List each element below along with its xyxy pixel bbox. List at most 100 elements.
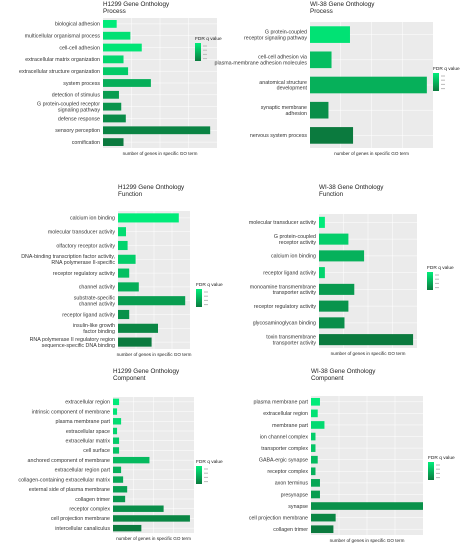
category-label: G protein-coupled receptor signaling path…: [244, 30, 307, 42]
chart-title-line: H1299 Gene Onthology: [118, 184, 185, 191]
bar: [113, 427, 118, 435]
x-axis-label: number of genes in specific GO term: [330, 538, 405, 543]
category-label: cell projection membrane: [249, 515, 308, 521]
legend-tick-label: [436, 472, 440, 474]
legend-colorbar: [427, 272, 433, 290]
bar: [103, 43, 142, 52]
bar: [113, 524, 142, 532]
category-label: glycosaminoglycan binding: [253, 321, 316, 327]
category-label: receptor regulatory activity: [53, 271, 115, 277]
category-label: intrinsic component of membrane: [32, 409, 110, 415]
bar: [310, 127, 354, 144]
bar: [113, 447, 120, 454]
bar: [118, 309, 130, 320]
bar: [311, 455, 318, 464]
legend-tick-label: [203, 49, 207, 51]
category-label: collagen trimer: [75, 497, 110, 503]
category-label: receptor complex: [267, 469, 308, 475]
bar: [113, 398, 120, 406]
x-axis-label: number of genes in specific GO term: [334, 151, 409, 156]
chart-title-line: WI-38 Gene Onthology: [319, 184, 384, 191]
bar: [113, 486, 128, 493]
category-label: extracellular space: [66, 429, 110, 435]
category-label: sensory perception: [55, 128, 100, 134]
category-label: DNA-binding transcription factor activit…: [21, 254, 115, 266]
chart-title-line: H1299 Gene Onthology: [113, 368, 180, 375]
bar: [118, 254, 136, 264]
legend-tick-label: [204, 472, 208, 474]
bar: [319, 250, 365, 262]
bar: [310, 101, 329, 119]
legend-tick-label: [204, 299, 208, 301]
panel-wi38-component: WI-38 Gene Onthology Component plasma memb…: [232, 367, 463, 547]
category-label: ion channel complex: [260, 434, 309, 440]
bar: [310, 51, 332, 69]
legend-colorbar: [196, 466, 202, 484]
bar: [311, 397, 320, 406]
bar: [103, 90, 119, 99]
chart-title-line: Function: [118, 191, 143, 198]
bar: [103, 102, 122, 111]
legend-colorbar: [196, 289, 202, 307]
legend-tick-label: [441, 79, 445, 81]
bar: [103, 20, 117, 28]
x-axis-label: number of genes in specific GO term: [116, 536, 191, 541]
bar: [113, 456, 150, 464]
chart-title-line: WI-38 Gene Onthology: [311, 368, 376, 375]
category-label: extracellular matrix organization: [25, 57, 100, 63]
category-label: defense response: [58, 116, 100, 122]
bar: [103, 126, 211, 135]
category-label: detection of stimulus: [52, 93, 101, 99]
legend-tick-label: [203, 53, 207, 55]
bar: [311, 432, 316, 441]
category-label: external side of plasma membrane: [29, 487, 110, 493]
bar: [118, 296, 186, 306]
legend-title: FDR q value: [433, 66, 460, 72]
bar: [118, 268, 130, 278]
chart-title-line: Process: [103, 8, 126, 15]
category-label: receptor complex: [69, 507, 110, 513]
category-label: anchored component of membrane: [28, 458, 110, 464]
bar: [311, 502, 423, 510]
bar: [319, 300, 349, 312]
legend-tick-label: [435, 278, 439, 280]
bar: [319, 334, 414, 346]
x-axis-label: number of genes in specific GO term: [123, 151, 198, 156]
legend-tick-label: [441, 75, 445, 77]
panel-h1299-component: H1299 Gene Onthology Component extracellul…: [0, 367, 230, 547]
bar: [103, 138, 124, 146]
bar: [310, 76, 427, 94]
legend-tick-label: [436, 468, 440, 470]
bar: [113, 437, 120, 444]
category-label: olfactory receptor activity: [56, 243, 115, 249]
bar: [113, 418, 122, 425]
bar: [118, 282, 139, 292]
chart-title-line: Function: [319, 191, 344, 198]
category-label: biological adhesion: [55, 22, 100, 28]
bar: [311, 513, 336, 522]
legend-tick-label: [441, 83, 445, 85]
legend-title: FDR q value: [428, 455, 455, 461]
bar: [311, 525, 334, 534]
legend-title: FDR q value: [195, 36, 222, 42]
category-label: transporter complex: [261, 446, 308, 452]
bar: [118, 213, 179, 223]
category-label: extracellular region part: [55, 468, 111, 474]
bar: [113, 505, 164, 512]
legend-tick-label: [204, 481, 208, 483]
legend-tick-label: [204, 476, 208, 478]
category-label: receptor ligand activity: [62, 312, 115, 318]
legend-tick-label: [435, 287, 439, 289]
bar: [113, 476, 124, 483]
bar: [311, 467, 316, 476]
bar: [103, 31, 131, 40]
category-label: cell-cell adhesion: [59, 45, 100, 51]
category-label: receptor ligand activity: [263, 270, 316, 276]
bar: [103, 79, 151, 87]
category-label: plasma membrane part: [56, 419, 111, 425]
legend-tick-label: [204, 291, 208, 293]
legend-title: FDR q value: [196, 282, 223, 288]
chart-title-line: H1299 Gene Onthology: [103, 1, 170, 8]
